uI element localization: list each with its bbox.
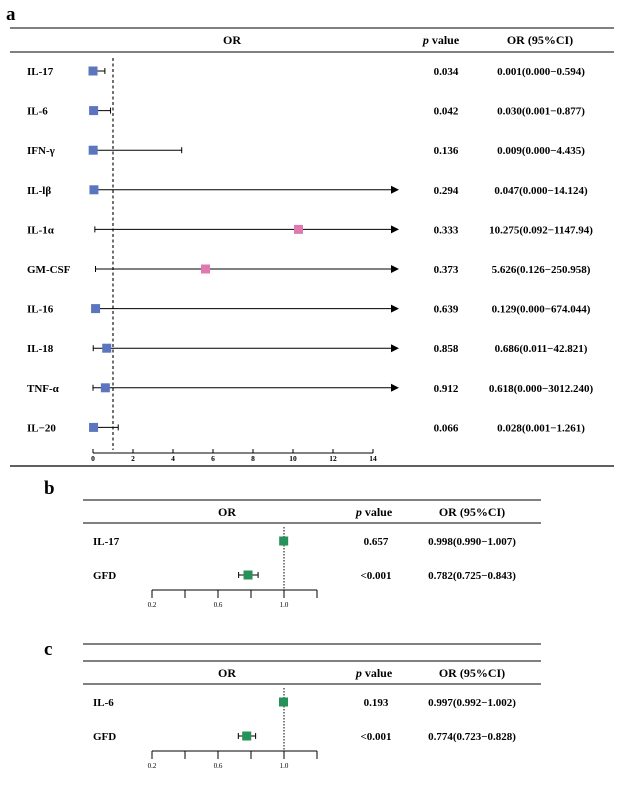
ci-value: 0.028(0.001−1.261) xyxy=(497,422,585,434)
or-marker xyxy=(91,304,101,314)
row-label: GFD xyxy=(93,570,116,582)
x-tick-label: 0.6 xyxy=(214,762,223,770)
x-tick-label: 0.2 xyxy=(148,601,157,609)
ci-header: OR (95%CI) xyxy=(439,505,505,519)
p-value: 0.193 xyxy=(364,697,389,709)
or-marker xyxy=(100,383,110,393)
p-value: 0.657 xyxy=(364,536,389,548)
x-tick-label: 0 xyxy=(91,454,95,463)
p-value: 0.912 xyxy=(434,383,459,395)
or-marker xyxy=(201,264,211,274)
ci-value: 0.047(0.000−14.124) xyxy=(494,185,588,197)
p-value-header: p value xyxy=(355,666,393,680)
row-label: IL-16 xyxy=(27,304,54,316)
p-value: 0.034 xyxy=(434,66,459,78)
p-value-header: p value xyxy=(422,33,460,47)
p-value: 0.858 xyxy=(434,343,459,355)
x-tick-label: 14 xyxy=(369,454,377,463)
x-tick-label: 2 xyxy=(131,454,135,463)
or-marker xyxy=(279,536,289,546)
p-value: 0.042 xyxy=(434,106,459,118)
ci-value: 0.998(0.990−1.007) xyxy=(428,536,516,548)
p-value-header-rest: value xyxy=(362,505,393,519)
ci-arrow xyxy=(391,225,399,234)
x-tick-label: 12 xyxy=(329,454,337,463)
ci-arrow xyxy=(391,265,399,273)
row-label: IL-17 xyxy=(93,536,120,548)
or-header: OR xyxy=(223,33,241,47)
p-value-header: p value xyxy=(355,505,393,519)
row-label: IL-18 xyxy=(27,343,54,355)
panel-letter-b: b xyxy=(44,478,55,499)
p-value-header-rest: value xyxy=(362,666,393,680)
or-header: OR xyxy=(218,505,236,519)
x-tick-label: 8 xyxy=(251,454,255,463)
p-value-header-rest: value xyxy=(429,33,460,47)
x-tick-label: 0.2 xyxy=(148,762,157,770)
or-marker xyxy=(89,422,99,432)
or-marker xyxy=(89,106,99,116)
ci-arrow xyxy=(391,185,399,194)
p-value: <0.001 xyxy=(360,570,391,582)
ci-value: 0.129(0.000−674.044) xyxy=(492,304,591,316)
ci-arrow xyxy=(391,304,399,313)
p-value: 0.639 xyxy=(434,304,459,316)
or-marker xyxy=(294,224,303,234)
row-label: IL-1α xyxy=(27,224,55,236)
p-value: 0.136 xyxy=(434,145,459,157)
row-label: IL-lβ xyxy=(27,185,51,197)
p-value: 0.294 xyxy=(434,185,459,197)
ci-value: 0.774(0.723−0.828) xyxy=(428,731,516,743)
or-marker xyxy=(243,570,253,580)
p-value-header-p: p xyxy=(422,33,429,47)
x-tick-label: 1.0 xyxy=(280,762,289,770)
or-marker xyxy=(279,697,289,707)
p-value: 0.066 xyxy=(434,422,459,434)
p-value: <0.001 xyxy=(360,731,391,743)
ci-arrow xyxy=(391,383,399,392)
p-value: 0.373 xyxy=(434,264,459,276)
ci-value: 0.001(0.000−0.594) xyxy=(497,66,585,78)
p-value: 0.333 xyxy=(434,224,459,236)
row-label: IL-17 xyxy=(27,66,54,78)
row-label: IL−20 xyxy=(27,422,56,434)
ci-header: OR (95%CI) xyxy=(507,33,573,47)
or-marker xyxy=(88,66,98,76)
x-tick-label: 6 xyxy=(211,454,215,463)
row-label: TNF-α xyxy=(27,383,60,395)
or-marker xyxy=(89,185,99,195)
x-tick-label: 0.6 xyxy=(214,601,223,609)
p-value-header-p: p xyxy=(355,505,362,519)
ci-header: OR (95%CI) xyxy=(439,666,505,680)
x-tick-label: 10 xyxy=(289,454,297,463)
ci-value: 0.686(0.011−42.821) xyxy=(495,343,588,355)
ci-value: 0.009(0.000−4.435) xyxy=(497,145,585,157)
or-marker xyxy=(88,145,98,155)
row-label: IL-6 xyxy=(93,697,114,709)
x-tick-label: 1.0 xyxy=(280,601,289,609)
panel-letter-a: a xyxy=(6,4,16,25)
row-label: GFD xyxy=(93,731,116,743)
panel-letter-c: c xyxy=(44,639,52,660)
ci-value: 0.782(0.725−0.843) xyxy=(428,570,516,582)
row-label: IL-6 xyxy=(27,106,48,118)
ci-arrow xyxy=(391,344,399,353)
ci-value: 0.030(0.001−0.877) xyxy=(497,106,585,118)
row-label: IFN-γ xyxy=(27,145,55,157)
or-marker xyxy=(242,731,252,741)
x-tick-label: 4 xyxy=(171,454,175,463)
or-marker xyxy=(102,343,112,353)
or-header: OR xyxy=(218,666,236,680)
ci-value: 5.626(0.126−250.958) xyxy=(492,264,591,276)
ci-value: 10.275(0.092−1147.94) xyxy=(489,224,593,236)
ci-value: 0.618(0.000−3012.240) xyxy=(489,383,594,395)
p-value-header-p: p xyxy=(355,666,362,680)
row-label: GM-CSF xyxy=(27,264,71,276)
ci-value: 0.997(0.992−1.002) xyxy=(428,697,516,709)
